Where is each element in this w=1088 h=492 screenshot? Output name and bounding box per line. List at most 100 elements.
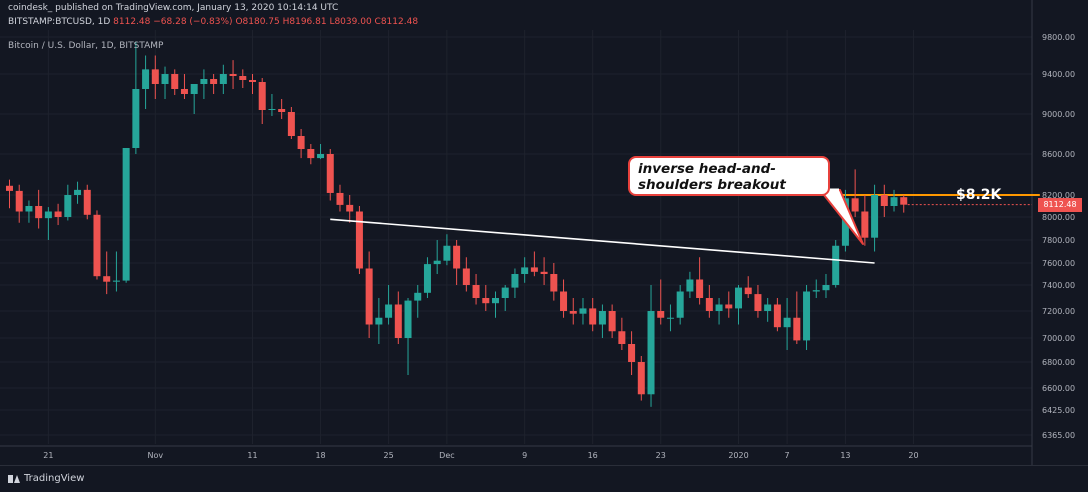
candle-body (93, 214, 101, 277)
candle-body (443, 245, 451, 261)
x-tick-label: 21 (43, 451, 53, 460)
candle-body (744, 287, 752, 295)
x-tick-label: 16 (588, 451, 598, 460)
candle-body (900, 197, 908, 205)
candle-body (560, 291, 568, 311)
publish-info: coindesk_ published on TradingView.com, … (8, 3, 339, 13)
candle-body (404, 300, 412, 338)
candle-body (132, 89, 140, 148)
candle-body (394, 304, 402, 338)
candle-body (414, 292, 422, 301)
candle-body (83, 189, 91, 215)
x-tick-label: 13 (840, 451, 850, 460)
y-tick-label: 9400.00 (1042, 70, 1075, 79)
candle-body (715, 304, 723, 311)
candle-body (423, 264, 431, 293)
candle-body (258, 82, 266, 110)
candle-body (229, 74, 237, 76)
candle-body (385, 304, 393, 318)
price-change: −68.28 (−0.83%) (153, 17, 233, 27)
y-tick-label: 6600.00 (1042, 384, 1075, 393)
candle-body (249, 80, 256, 82)
candle-body (793, 317, 801, 341)
y-tick-label: 7000.00 (1042, 334, 1075, 343)
candle-body (278, 109, 286, 112)
candle-body (803, 291, 811, 341)
candle-body (15, 190, 23, 212)
tradingview-logo-icon (8, 474, 20, 483)
candle-body (239, 76, 247, 80)
candle-body (25, 206, 33, 212)
footer: TradingView (0, 465, 1088, 492)
y-tick-label: 6425.00 (1042, 406, 1075, 415)
candle-body (501, 287, 509, 298)
x-tick-label: 2020 (728, 451, 748, 460)
candle-body (64, 195, 72, 217)
candle-body (375, 317, 383, 325)
candle-body (696, 279, 704, 298)
candle-body (365, 268, 373, 325)
candle-body (880, 195, 888, 206)
candle-body (112, 280, 120, 282)
candle-body (210, 79, 218, 84)
candle-body (326, 154, 334, 193)
candle-body (287, 112, 295, 136)
current-price-tag: 8112.48 (1038, 198, 1082, 212)
candle-body (190, 84, 198, 94)
chart-title: Bitcoin / U.S. Dollar, 1D, BITSTAMP (8, 41, 164, 51)
candle-body (647, 311, 655, 395)
candle-body (540, 271, 548, 274)
symbol-ohlc-line: BITSTAMP:BTCUSD, 1D 8112.48 −68.28 (−0.8… (8, 17, 418, 27)
candle-body (6, 185, 13, 191)
candle-body (569, 311, 577, 314)
candle-body (608, 311, 616, 332)
candle-body (151, 69, 159, 84)
candle-body (35, 206, 43, 219)
candle-body (355, 211, 363, 269)
y-tick-label: 8200.00 (1042, 191, 1075, 200)
candle-body (54, 211, 62, 217)
candle-body (44, 211, 52, 219)
symbol: BITSTAMP:BTCUSD, 1D (8, 17, 111, 27)
candle-body (783, 317, 791, 328)
candle-body (472, 285, 480, 298)
candle-body (433, 260, 441, 265)
candle-body (628, 344, 636, 362)
x-tick-label: 20 (908, 451, 918, 460)
candle-body (200, 79, 208, 84)
candle-body (861, 211, 869, 238)
x-tick-label: 23 (656, 451, 666, 460)
candle-body (74, 189, 82, 195)
candle-body (268, 109, 276, 110)
candle-body (180, 89, 188, 94)
neckline-trendline (330, 218, 875, 264)
candle-body (336, 192, 344, 205)
candle-body (657, 311, 665, 318)
candle-body (122, 148, 130, 281)
candlestick-chart[interactable]: 9800.00 9400.00 9000.00 8600.00 8200.00 8000.… (0, 0, 1088, 465)
candle-body (453, 245, 461, 269)
candle-body (812, 290, 820, 292)
candle-body (705, 298, 713, 311)
y-tick-label: 9800.00 (1042, 33, 1075, 42)
candle-body (666, 317, 674, 319)
y-tick-label: 9000.00 (1042, 110, 1075, 119)
candle-body (618, 331, 626, 344)
resistance-price-label: $8.2K (956, 187, 1002, 203)
x-tick-label: 9 (522, 451, 527, 460)
candle-body (676, 291, 684, 318)
candle-body (735, 287, 742, 309)
y-tick-label: 6365.00 (1042, 431, 1075, 440)
candle-body (832, 245, 840, 285)
candle-body (754, 294, 762, 311)
tradingview-logo[interactable]: TradingView (8, 473, 84, 484)
candle-body (171, 74, 179, 89)
y-tick-label: 7200.00 (1042, 307, 1075, 316)
candle-body (346, 204, 354, 212)
candle-body (550, 274, 558, 292)
candle-body (851, 198, 859, 212)
brand-name: TradingView (24, 473, 85, 484)
x-tick-label: 7 (785, 451, 790, 460)
candle-body (822, 285, 830, 291)
x-tick-label: Nov (147, 451, 163, 460)
